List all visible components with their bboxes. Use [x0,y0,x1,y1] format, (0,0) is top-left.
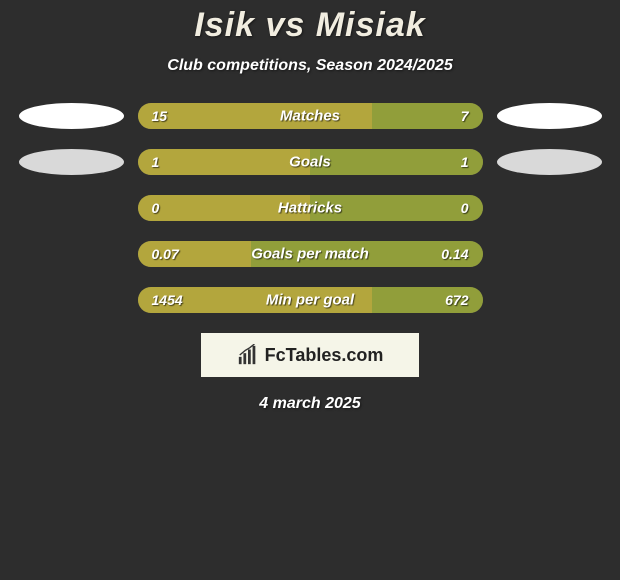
player-left-oval [19,103,124,129]
stats-card: Isik vs Misiak Club competitions, Season… [0,0,620,413]
stat-row: 15 7 Matches [0,103,620,129]
fctables-logo[interactable]: FcTables.com [201,333,419,377]
stat-right-value: 0.14 [441,246,468,262]
stat-label: Matches [280,108,340,125]
stat-left-value: 0 [152,200,160,216]
stat-label: Hattricks [278,200,342,217]
player-right-oval [497,103,602,129]
stat-row: 0 0 Hattricks [0,195,620,221]
stat-right-value: 7 [461,108,469,124]
player-left-oval [19,149,124,175]
stat-bar: 1 1 Goals [138,149,483,175]
bar-left-fill [138,149,311,175]
chart-icon [237,344,259,366]
stat-right-value: 0 [461,200,469,216]
bar-right-fill [310,149,483,175]
player-right-oval [497,149,602,175]
page-title: Isik vs Misiak [0,6,620,45]
stat-row: 1454 672 Min per goal [0,287,620,313]
stat-right-value: 672 [445,292,468,308]
stat-label: Min per goal [266,292,354,309]
stat-left-value: 15 [152,108,168,124]
stat-label: Goals per match [251,246,369,263]
subtitle: Club competitions, Season 2024/2025 [0,57,620,75]
stat-bar: 0.07 0.14 Goals per match [138,241,483,267]
stat-label: Goals [289,154,331,171]
stat-row: 0.07 0.14 Goals per match [0,241,620,267]
stat-bar: 15 7 Matches [138,103,483,129]
stat-bar: 1454 672 Min per goal [138,287,483,313]
stat-row: 1 1 Goals [0,149,620,175]
stat-left-value: 1 [152,154,160,170]
stat-left-value: 1454 [152,292,183,308]
stat-left-value: 0.07 [152,246,179,262]
stats-rows: 15 7 Matches 1 1 Goals 0 0 Hattricks 0.07 0.14 Goal… [0,103,620,313]
stat-bar: 0 0 Hattricks [138,195,483,221]
logo-text: FcTables.com [265,345,384,366]
date-label: 4 march 2025 [0,395,620,413]
stat-right-value: 1 [461,154,469,170]
